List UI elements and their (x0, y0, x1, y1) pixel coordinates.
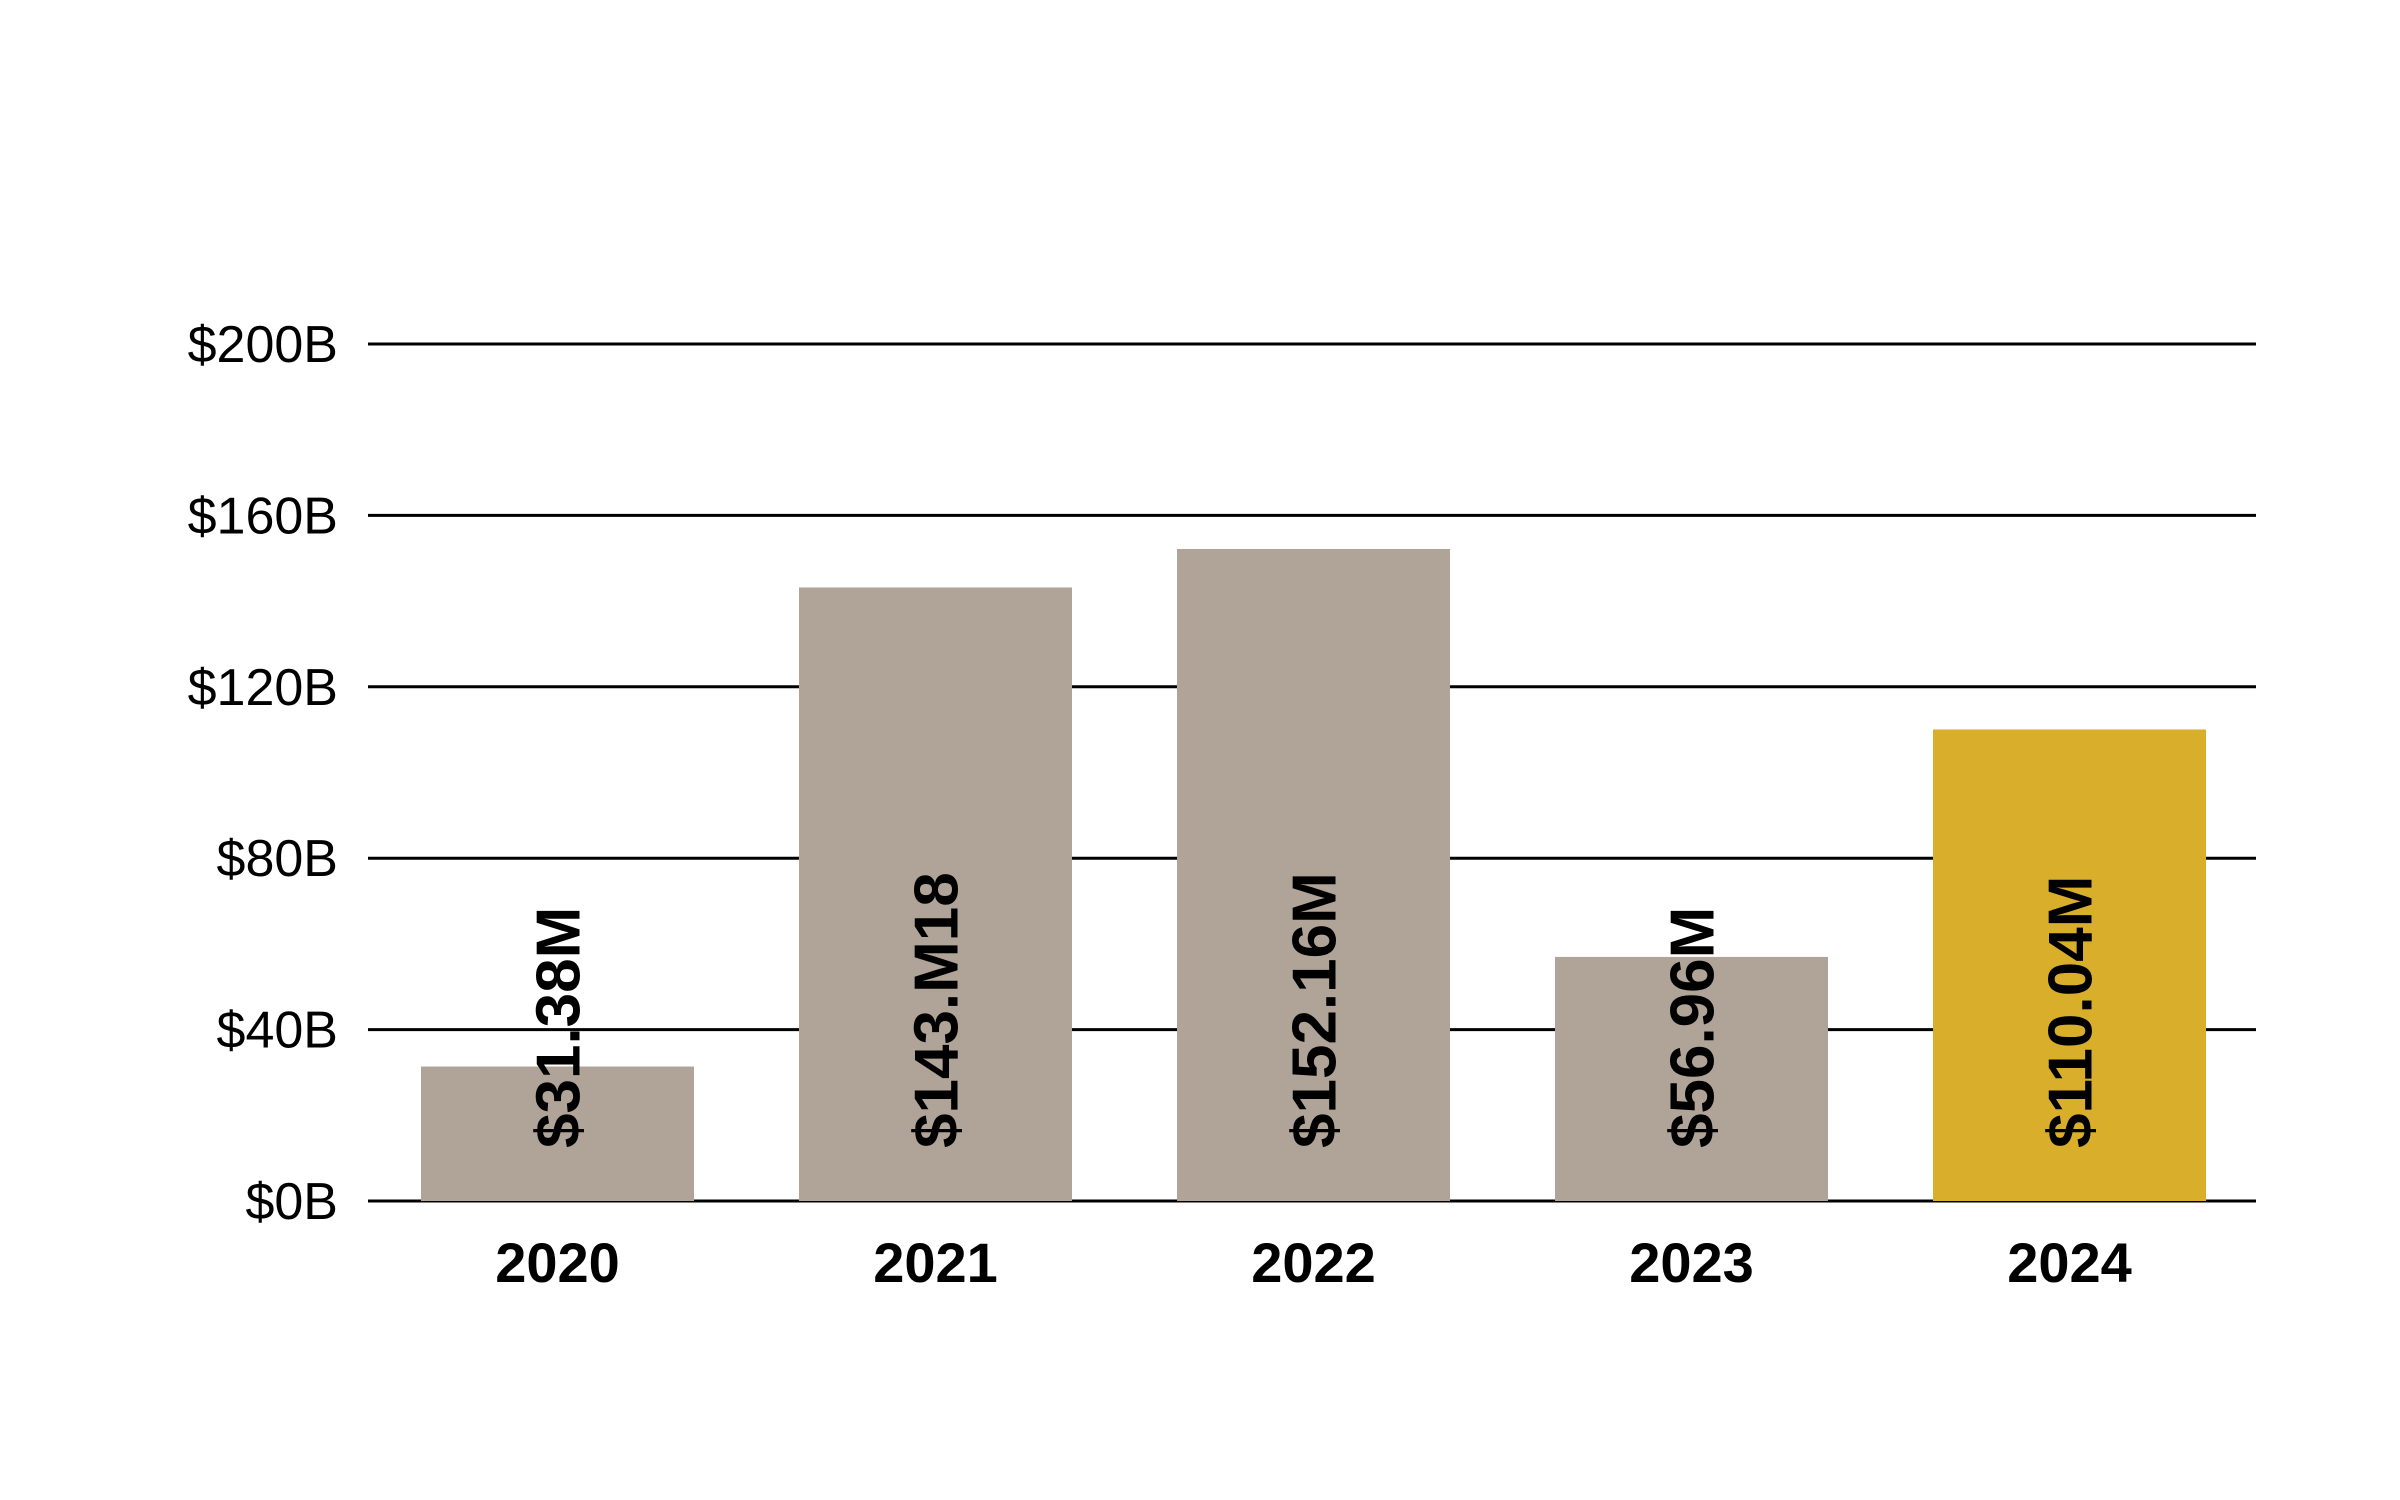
x-axis-tick-labels: 2020 2021 2022 2023 2024 (495, 1231, 2132, 1294)
data-label-2020: $31.38M (525, 907, 594, 1148)
bar-2023 (1555, 956, 1828, 1201)
data-label-2022: $152.16M (1281, 872, 1350, 1148)
x-tick-label-2024: 2024 (2007, 1231, 2132, 1294)
y-axis-tick-labels: $0B $40B $80B $120B $160B $200B (188, 316, 338, 1231)
x-tick-label-2021: 2021 (873, 1231, 998, 1294)
bar-2020 (421, 1066, 694, 1201)
y-tick-label: $160B (188, 487, 338, 545)
data-label-2021: $143.M18 (903, 872, 972, 1148)
data-labels: $31.38M $143.M18 $152.16M $56.96M $110.04M (525, 872, 2106, 1148)
data-label-2023: $56.96M (1659, 907, 1728, 1148)
y-tick-label: $120B (188, 659, 338, 717)
y-tick-label: $0B (245, 1173, 338, 1231)
x-tick-label-2023: 2023 (1629, 1231, 1754, 1294)
bars (421, 548, 2206, 1201)
bar-2024 (1933, 729, 2206, 1201)
bar-2021 (799, 587, 1072, 1201)
data-label-2024: $110.04M (2037, 876, 2106, 1148)
bar-2022 (1177, 548, 1450, 1201)
x-tick-label-2022: 2022 (1251, 1231, 1376, 1294)
y-tick-label: $80B (217, 830, 338, 888)
y-tick-label: $200B (188, 316, 338, 374)
y-tick-label: $40B (217, 1002, 338, 1060)
x-tick-label-2020: 2020 (495, 1231, 620, 1294)
